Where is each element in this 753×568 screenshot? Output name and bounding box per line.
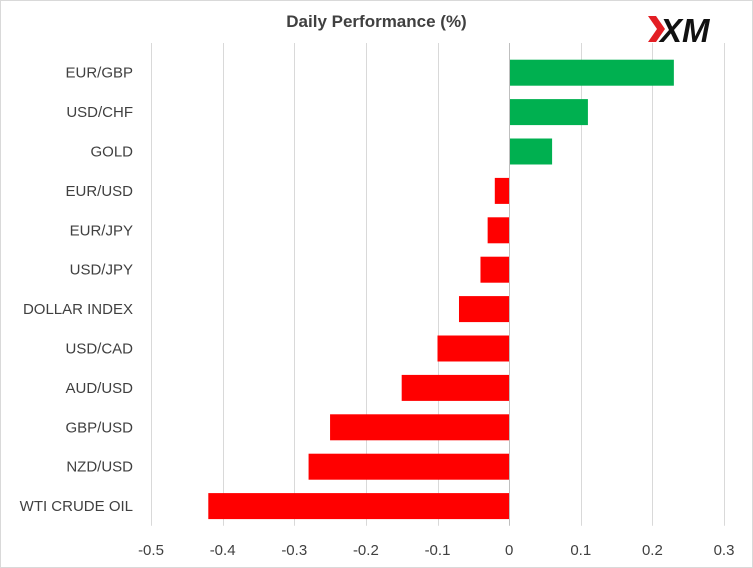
x-tick-label-neg-0-2: -0.2 [353,542,379,559]
category-label-eur-gbp: EUR/GBP [65,65,133,82]
bars [208,59,674,520]
category-label-wti-crude-oil: WTI CRUDE OIL [20,498,133,515]
x-tick-label-0-2: 0.2 [642,542,663,559]
logo-text: XM [658,12,711,49]
bar-nzd-usd [308,453,510,480]
bar-dollar-index [458,296,510,323]
bar-eur-jpy [487,217,510,244]
bar-aud-usd [401,374,510,401]
bar-eur-gbp [509,59,674,86]
category-label-eur-usd: EUR/USD [65,183,133,200]
category-label-nzd-usd: NZD/USD [66,459,133,476]
category-label-eur-jpy: EUR/JPY [70,222,133,239]
bar-gold [509,138,553,165]
category-label-usd-cad: USD/CAD [65,341,133,358]
x-tick-label-neg-0-4: -0.4 [210,542,236,559]
xm-logo: XM [648,12,711,49]
chart-title: Daily Performance (%) [286,12,467,31]
category-label-aud-usd: AUD/USD [65,380,133,397]
category-label-usd-jpy: USD/JPY [70,262,133,279]
category-label-dollar-index: DOLLAR INDEX [23,301,133,318]
bar-usd-jpy [480,256,510,283]
logo-mark-icon [648,16,665,42]
bar-usd-chf [509,99,588,126]
x-tick-label-0-1: 0.1 [570,542,591,559]
bar-wti-crude-oil [208,493,510,520]
x-tick-label-neg-0-5: -0.5 [138,542,164,559]
category-label-usd-chf: USD/CHF [66,104,133,121]
x-tick-label-zero: 0 [505,542,513,559]
bar-gbp-usd [330,414,510,441]
category-label-gbp-usd: GBP/USD [65,419,133,436]
bar-usd-cad [437,335,510,362]
labels: EUR/GBP USD/CHF GOLD EUR/USD EUR/JPY USD/JPY D… [20,65,735,559]
category-label-gold: GOLD [90,144,133,161]
x-tick-label-neg-0-1: -0.1 [425,542,451,559]
bar-eur-usd [494,177,510,204]
x-tick-label-neg-0-3: -0.3 [281,542,307,559]
x-tick-label-0-3: 0.3 [714,542,735,559]
gridlines [151,43,725,526]
